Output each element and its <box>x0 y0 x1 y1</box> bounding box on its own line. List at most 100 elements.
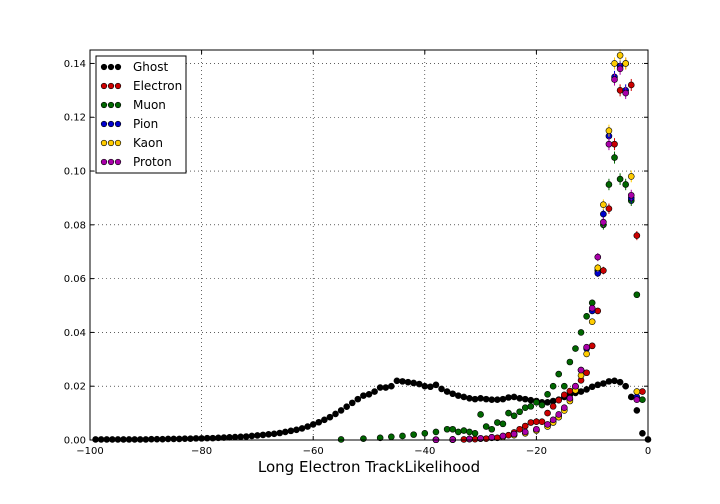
legend-box <box>95 55 187 174</box>
ticks: −100 −80 −60 −40 −20 0 0.00 0.02 0.04 0.06 0.08 0.1… <box>64 50 651 457</box>
data-point-ghost <box>103 436 111 443</box>
data-point-electron <box>588 342 596 350</box>
data-point-ghost <box>499 395 507 403</box>
data-point-electron <box>583 369 590 377</box>
data-point-proton <box>611 76 618 83</box>
legend-marker <box>107 82 115 90</box>
data-point-muon <box>544 390 551 398</box>
data-point-ghost <box>153 435 161 443</box>
data-point-muon <box>466 428 473 436</box>
data-point-ghost <box>404 378 412 386</box>
data-point-ghost <box>125 436 133 443</box>
y-tick-label: 0.00 <box>64 436 86 447</box>
data-point-muon <box>616 175 624 183</box>
data-point-ghost <box>231 433 239 441</box>
data-point-ghost <box>577 388 585 395</box>
data-point-electron <box>611 140 618 148</box>
legend-item-ghost: Ghost <box>100 60 168 74</box>
data-point-electron <box>633 232 641 239</box>
data-point-ghost <box>382 384 390 391</box>
legend-marker <box>107 139 115 147</box>
y-tick-label: 0.02 <box>64 382 86 393</box>
data-point-muon <box>432 428 440 436</box>
y-tick-label: 0.14 <box>64 59 86 70</box>
data-point-ghost <box>633 407 641 414</box>
data-point-ghost <box>287 427 295 435</box>
data-point-muon <box>622 181 629 188</box>
data-point-electron <box>560 391 568 399</box>
data-point-ghost <box>527 396 535 404</box>
data-point-proton <box>521 428 529 436</box>
data-point-ghost <box>97 436 105 443</box>
legend-marker <box>107 120 115 128</box>
data-point-kaon <box>588 318 596 325</box>
legend-marker <box>100 82 108 90</box>
data-point-kaon <box>616 52 624 59</box>
data-point-ghost <box>337 407 345 414</box>
data-point-ghost <box>399 378 406 385</box>
data-point-proton <box>622 89 629 97</box>
data-point-muon <box>482 423 490 430</box>
legend-marker <box>114 139 122 147</box>
data-point-ghost <box>265 431 272 438</box>
data-point-muon <box>488 425 496 433</box>
data-point-ghost <box>136 436 144 443</box>
data-point-ghost <box>471 395 479 403</box>
legend-marker <box>100 120 108 128</box>
data-point-muon <box>454 428 462 436</box>
data-point-ghost <box>466 395 473 402</box>
data-point-ghost <box>449 390 457 398</box>
data-point-ghost <box>627 393 635 401</box>
legend-label-pion: Pion <box>133 117 158 131</box>
data-point-ghost <box>114 436 122 443</box>
data-point-muon <box>605 181 613 188</box>
data-point-muon <box>533 399 540 406</box>
data-point-ghost <box>371 388 378 395</box>
y-tick-label: 0.10 <box>64 167 86 178</box>
data-point-muon <box>516 408 523 416</box>
data-point-ghost <box>360 392 367 399</box>
data-point-ghost <box>321 416 328 424</box>
legend-item-muon: Muon <box>100 98 166 112</box>
legend-marker <box>100 158 108 166</box>
data-point-ghost <box>376 384 384 391</box>
data-point-ghost <box>443 388 451 395</box>
data-point-ghost <box>583 386 590 393</box>
data-point-ghost <box>393 377 401 385</box>
data-point-proton <box>555 411 563 418</box>
data-point-muon <box>399 432 406 440</box>
data-point-ghost <box>309 421 317 428</box>
data-point-proton <box>544 421 551 428</box>
data-point-ghost <box>482 395 490 403</box>
data-point-electron <box>533 418 540 426</box>
legend-marker <box>100 139 108 147</box>
data-point-ghost <box>594 381 602 389</box>
data-point-proton <box>549 416 557 424</box>
y-tick-label: 0.12 <box>64 113 86 124</box>
legend-marker <box>107 101 115 109</box>
data-point-kaon <box>605 127 613 134</box>
data-point-proton <box>572 382 579 390</box>
data-point-proton <box>594 253 602 261</box>
legend-item-proton: Proton <box>100 155 172 169</box>
legend-item-electron: Electron <box>100 79 182 93</box>
data-point-kaon <box>633 388 641 395</box>
data-point-ghost <box>187 435 194 442</box>
data-point-muon <box>521 404 529 412</box>
data-point-muon <box>337 436 345 443</box>
data-point-ghost <box>131 436 138 443</box>
data-point-muon <box>477 411 484 418</box>
legend-label-muon: Muon <box>133 98 166 112</box>
data-point-muon <box>611 154 618 161</box>
data-point-ghost <box>488 396 496 403</box>
data-point-kaon <box>611 60 618 67</box>
data-point-ghost <box>616 378 624 386</box>
data-point-muon <box>494 419 501 426</box>
series-proton <box>432 62 641 444</box>
data-point-electron <box>516 425 523 433</box>
data-point-muon <box>577 329 585 336</box>
data-point-proton <box>533 425 540 433</box>
data-point-proton <box>633 396 641 403</box>
x-tick-label: −100 <box>76 446 103 457</box>
data-point-ghost <box>365 390 373 398</box>
